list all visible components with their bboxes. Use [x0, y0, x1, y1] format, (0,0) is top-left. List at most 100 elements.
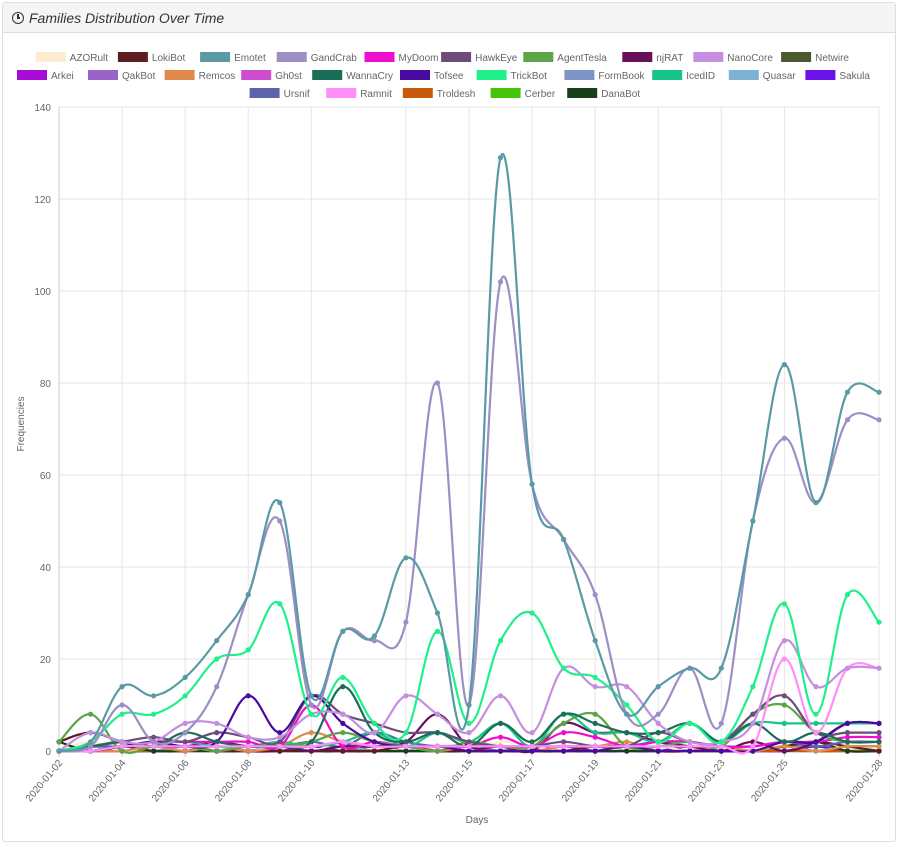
data-point[interactable] [592, 592, 598, 598]
legend-item[interactable]: Emotet [200, 52, 266, 64]
data-point[interactable] [592, 720, 598, 727]
data-point[interactable] [277, 748, 283, 754]
legend-item[interactable]: LokiBot [117, 52, 186, 64]
data-point[interactable] [56, 739, 62, 745]
data-point[interactable] [182, 720, 188, 727]
data-point[interactable] [308, 693, 314, 699]
data-point[interactable] [371, 743, 377, 750]
data-point[interactable] [245, 739, 251, 745]
data-point[interactable] [876, 730, 882, 736]
data-point[interactable] [529, 481, 535, 487]
data-point[interactable] [813, 730, 819, 736]
data-point[interactable] [561, 730, 567, 736]
data-point[interactable] [876, 417, 882, 423]
data-point[interactable] [403, 555, 409, 561]
data-point[interactable] [403, 730, 409, 736]
data-point[interactable] [277, 730, 283, 736]
data-point[interactable] [466, 702, 472, 708]
data-point[interactable] [687, 743, 693, 750]
data-point[interactable] [781, 739, 787, 745]
data-point[interactable] [340, 739, 346, 745]
data-point[interactable] [844, 665, 851, 671]
data-point[interactable] [592, 684, 598, 690]
data-point[interactable] [403, 693, 409, 699]
legend-item[interactable]: NanoCore [693, 52, 773, 64]
data-point[interactable] [466, 748, 472, 754]
data-point[interactable] [245, 647, 251, 653]
data-point[interactable] [308, 739, 314, 745]
data-point[interactable] [371, 720, 377, 727]
legend-item[interactable]: AgentTesla [523, 52, 607, 64]
data-point[interactable] [119, 743, 125, 750]
data-point[interactable] [340, 684, 346, 690]
data-point[interactable] [340, 628, 346, 635]
data-point[interactable] [687, 748, 693, 754]
data-point[interactable] [245, 592, 251, 598]
data-point[interactable] [592, 674, 598, 681]
data-point[interactable] [876, 665, 882, 671]
data-point[interactable] [844, 748, 851, 754]
data-point[interactable] [687, 739, 693, 745]
data-point[interactable] [655, 711, 661, 717]
legend-item[interactable]: WannaCry [312, 70, 393, 82]
data-point[interactable] [151, 739, 157, 745]
data-point[interactable] [182, 743, 188, 750]
data-point[interactable] [624, 711, 630, 717]
data-point[interactable] [624, 730, 630, 736]
data-point[interactable] [340, 674, 346, 681]
data-point[interactable] [182, 674, 188, 681]
data-point[interactable] [529, 743, 535, 750]
data-point[interactable] [119, 711, 125, 717]
data-point[interactable] [87, 730, 94, 736]
data-point[interactable] [277, 518, 283, 524]
data-point[interactable] [592, 743, 598, 750]
data-point[interactable] [277, 743, 283, 750]
data-point[interactable] [876, 748, 882, 754]
data-point[interactable] [718, 720, 724, 727]
data-point[interactable] [750, 518, 756, 524]
data-point[interactable] [214, 656, 220, 662]
data-point[interactable] [718, 665, 724, 671]
data-point[interactable] [561, 739, 567, 745]
data-point[interactable] [214, 720, 220, 727]
data-point[interactable] [340, 730, 346, 736]
data-point[interactable] [718, 748, 724, 754]
data-point[interactable] [214, 743, 220, 750]
data-point[interactable] [750, 720, 756, 727]
data-point[interactable] [182, 739, 188, 745]
data-point[interactable] [277, 739, 283, 745]
data-point[interactable] [750, 684, 756, 690]
data-point[interactable] [371, 730, 377, 736]
data-point[interactable] [466, 720, 472, 727]
data-point[interactable] [876, 743, 882, 750]
legend-item[interactable]: GandCrab [276, 52, 358, 64]
data-point[interactable] [561, 711, 567, 717]
data-point[interactable] [592, 730, 598, 736]
data-point[interactable] [624, 743, 630, 750]
legend-item[interactable]: Netwire [781, 52, 849, 64]
data-point[interactable] [813, 720, 819, 727]
data-point[interactable] [497, 734, 504, 740]
data-point[interactable] [592, 748, 598, 754]
data-point[interactable] [750, 711, 756, 717]
data-point[interactable] [403, 619, 409, 625]
data-point[interactable] [277, 601, 283, 607]
data-point[interactable] [56, 748, 62, 754]
data-point[interactable] [844, 389, 851, 395]
data-point[interactable] [876, 720, 882, 727]
data-point[interactable] [655, 739, 661, 745]
data-point[interactable] [844, 730, 851, 736]
data-point[interactable] [497, 739, 504, 745]
data-point[interactable] [497, 743, 504, 750]
data-point[interactable] [813, 739, 819, 745]
data-point[interactable] [245, 693, 251, 699]
legend-item[interactable]: DanaBot [567, 88, 640, 100]
data-point[interactable] [308, 748, 314, 754]
data-point[interactable] [214, 684, 220, 690]
data-point[interactable] [561, 748, 567, 754]
data-point[interactable] [687, 665, 693, 671]
data-point[interactable] [340, 743, 346, 750]
data-point[interactable] [119, 702, 125, 708]
data-point[interactable] [813, 500, 819, 506]
data-point[interactable] [750, 743, 756, 750]
